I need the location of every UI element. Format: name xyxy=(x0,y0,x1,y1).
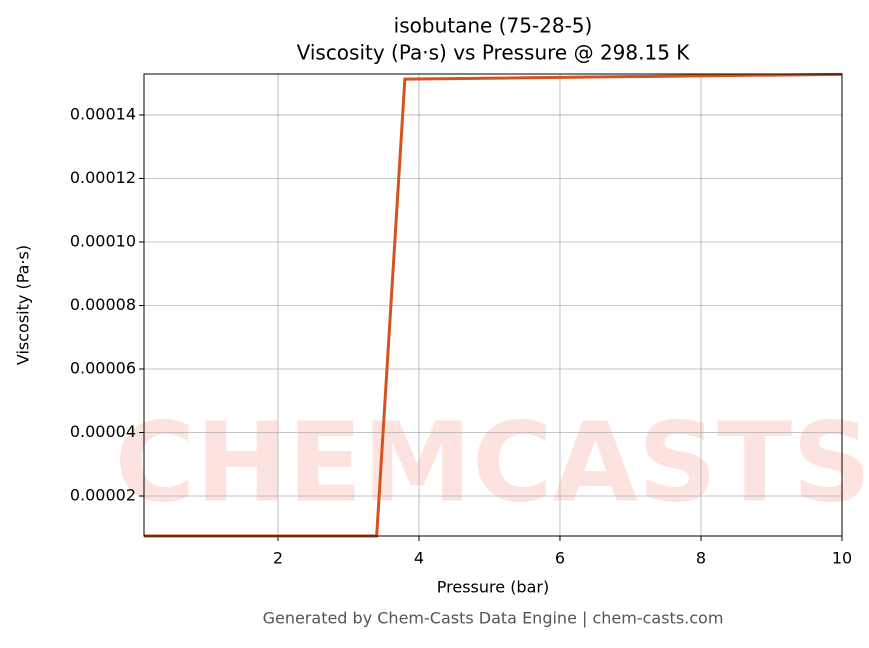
chart-title: isobutane (75-28-5) xyxy=(394,14,593,38)
footer: Generated by Chem-Casts Data Engine | ch… xyxy=(263,609,724,628)
x-tick-label: 8 xyxy=(696,549,706,568)
y-tick-label: 0.00006 xyxy=(70,358,136,377)
y-tick-label: 0.00014 xyxy=(70,104,136,123)
x-tick-label: 4 xyxy=(414,549,424,568)
y-axis-label: Viscosity (Pa·s) xyxy=(14,245,33,365)
plot-frame xyxy=(143,73,843,537)
x-tick-label: 6 xyxy=(555,549,565,568)
x-tick-label: 10 xyxy=(832,549,852,568)
x-axis-label: Pressure (bar) xyxy=(437,578,549,597)
y-tick-label: 0.00008 xyxy=(70,295,136,314)
y-tick-label: 0.00002 xyxy=(70,485,136,504)
y-tick-label: 0.00010 xyxy=(70,231,136,250)
y-tick-label: 0.00004 xyxy=(70,422,136,441)
watermark: CHEMCASTS xyxy=(115,398,869,526)
x-tick-label: 2 xyxy=(273,549,283,568)
chart-subtitle: Viscosity (Pa·s) vs Pressure @ 298.15 K xyxy=(297,41,691,65)
y-tick-label: 0.00012 xyxy=(70,168,136,187)
